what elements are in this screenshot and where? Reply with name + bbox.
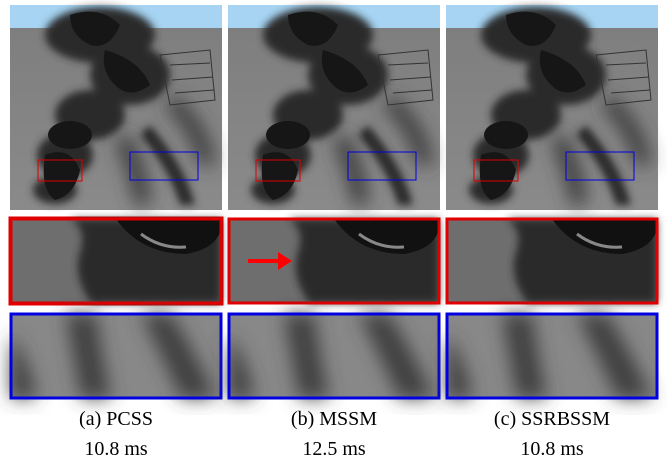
- caption-label: (b) MSSM: [291, 408, 377, 430]
- panel-c: (c) SSRBSSM 10.8 ms: [446, 5, 658, 460]
- caption-label: (c) SSRBSSM: [494, 408, 610, 430]
- red-crop: [447, 219, 657, 303]
- panel-a: (a) PCSS 10.8 ms: [10, 5, 222, 460]
- red-crop: [11, 219, 221, 303]
- blue-crop: [11, 314, 221, 398]
- caption-time: 10.8 ms: [520, 438, 584, 460]
- figure: (a) PCSS 10.8 ms (b) MSSM 12.5 ms (c) SS…: [0, 0, 667, 466]
- panel-b: (b) MSSM 12.5 ms: [228, 5, 440, 460]
- render-image: [446, 5, 658, 210]
- render-image: [228, 5, 440, 210]
- blue-crop: [229, 314, 439, 398]
- caption-time: 10.8 ms: [84, 438, 148, 460]
- render-image: [10, 5, 222, 210]
- caption-time: 12.5 ms: [302, 438, 366, 460]
- blue-crop: [447, 314, 657, 398]
- caption-label: (a) PCSS: [79, 408, 153, 430]
